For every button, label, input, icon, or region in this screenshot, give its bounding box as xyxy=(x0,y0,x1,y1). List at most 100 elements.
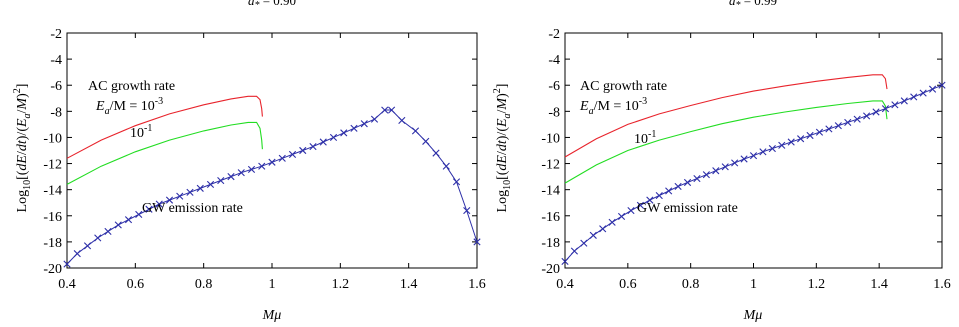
gw-data-point xyxy=(411,127,420,135)
gw-data-point xyxy=(288,150,297,159)
ac-growth-label: AC growth rate xyxy=(580,79,667,94)
y-tick-label: -6 xyxy=(50,79,62,94)
y-axis-label: Log10[(dE/dt)/(Ea/M)2] xyxy=(12,84,33,213)
gw-data-point xyxy=(452,178,461,186)
chart-title: a* = 0.90 xyxy=(248,0,296,11)
gw-data-point xyxy=(432,149,440,157)
gw-data-point xyxy=(589,231,597,239)
gw-data-point xyxy=(278,154,286,162)
gw-data-point xyxy=(422,137,430,145)
gw-data-point xyxy=(891,101,899,109)
gw-data-point xyxy=(104,227,112,236)
gw-data-point xyxy=(387,106,396,114)
y-tick-label: -20 xyxy=(43,262,62,277)
y-tick-labels: -2 -4 -6 -8 -10 -12 -14 -16 -18 -20 xyxy=(541,27,560,277)
gw-data-point xyxy=(186,188,194,196)
x-tick-label: 0.6 xyxy=(619,277,637,292)
gw-data-point xyxy=(360,120,368,128)
gw-data-point xyxy=(561,257,569,266)
gw-data-point xyxy=(919,89,927,97)
gw-emission-line xyxy=(66,109,478,265)
series-layer xyxy=(561,74,946,266)
gw-data-point xyxy=(442,162,450,170)
gw-data-point xyxy=(370,115,379,123)
y-tick-label: -8 xyxy=(50,105,62,120)
y-tick-label: -10 xyxy=(43,131,62,146)
gw-data-point xyxy=(94,234,102,242)
series-layer xyxy=(63,95,481,268)
x-tick-label: 1.6 xyxy=(468,277,486,292)
gw-data-point xyxy=(712,167,720,175)
x-tick-label: 1.2 xyxy=(332,277,350,292)
y-tick-labels: -2 -4 -6 -8 -10 -12 -14 -16 -18 -20 xyxy=(43,27,62,277)
gw-data-point xyxy=(863,112,871,120)
gw-data-point xyxy=(329,133,338,142)
chart-panel-right: a* = 0.99 -2 -4 -6 -8 -10 -12 -14 -16 -18 -20 0.4… xyxy=(492,0,951,323)
gw-data-point xyxy=(938,81,946,89)
gw-data-point xyxy=(268,158,276,166)
gw-data-point xyxy=(806,131,814,140)
gw-data-point xyxy=(721,163,729,171)
x-tick-label: 1.6 xyxy=(933,277,951,292)
ac-growth-line-ea-1e-3 xyxy=(66,95,263,159)
gw-data-point xyxy=(636,201,644,209)
ac-growth-label: AC growth rate xyxy=(88,79,175,94)
ac-growth-line-ea-1e-1 xyxy=(564,100,888,184)
gw-data-point xyxy=(309,142,317,151)
gw-data-point xyxy=(646,196,654,204)
gw-data-point xyxy=(665,187,673,195)
gw-data-point xyxy=(206,180,215,189)
gw-data-point xyxy=(881,105,890,113)
gw-data-point xyxy=(683,178,692,187)
x-tick-labels: 0.4 0.6 0.8 1 1.2 1.4 1.6 xyxy=(58,277,486,292)
y-tick-label: -14 xyxy=(43,184,62,199)
gw-data-point xyxy=(350,124,358,132)
gw-data-point xyxy=(900,97,908,105)
y-tick-label: -2 xyxy=(548,27,560,42)
gw-data-point xyxy=(627,206,635,215)
plot-frame xyxy=(66,32,478,269)
x-tick-label: 1.4 xyxy=(870,277,888,292)
gw-emission-label: GW emission rate xyxy=(142,201,243,216)
gw-data-point xyxy=(674,182,682,190)
gw-data-point xyxy=(165,196,174,204)
gw-data-point xyxy=(155,200,163,208)
gw-data-point xyxy=(463,206,471,215)
gw-emission-label: GW emission rate xyxy=(637,201,738,216)
gw-data-point xyxy=(227,173,235,181)
gw-data-point xyxy=(176,192,184,200)
chart-title: a* = 0.99 xyxy=(729,0,777,11)
y-tick-label: -14 xyxy=(541,184,560,199)
ac-growth-line-ea-1e-1 xyxy=(66,121,263,185)
gw-data-point xyxy=(114,221,122,229)
gw-data-point xyxy=(872,108,880,116)
x-tick-label: 1.4 xyxy=(400,277,418,292)
y-tick-label: -16 xyxy=(43,210,62,225)
plot-frame xyxy=(564,32,943,269)
ten-minus-one-label: 10-1 xyxy=(130,123,152,141)
y-axis-label: Log10[(dE/dt)/(Ea/M)2] xyxy=(492,84,513,213)
gw-data-point xyxy=(655,191,663,200)
gw-data-point xyxy=(340,129,348,137)
gw-data-point xyxy=(124,216,133,224)
gw-data-point xyxy=(83,242,92,250)
y-tick-label: -10 xyxy=(541,131,560,146)
x-axis-label: Mμ xyxy=(262,308,282,323)
gw-data-point xyxy=(299,146,307,155)
gw-data-point xyxy=(381,106,389,114)
gw-data-point xyxy=(787,138,795,146)
x-tick-label: 1 xyxy=(269,277,276,292)
gw-data-point xyxy=(853,115,861,123)
gw-data-point xyxy=(768,144,776,153)
y-tick-label: -8 xyxy=(548,105,560,120)
axis-ticks xyxy=(66,32,478,269)
gw-data-point xyxy=(608,218,616,226)
gw-data-point xyxy=(740,155,748,163)
gw-data-point xyxy=(135,210,143,219)
gw-data-point xyxy=(617,212,626,221)
gw-data-point xyxy=(693,174,701,183)
y-tick-label: -6 xyxy=(548,79,560,94)
gw-data-point xyxy=(834,122,842,130)
gw-data-point xyxy=(797,135,805,143)
